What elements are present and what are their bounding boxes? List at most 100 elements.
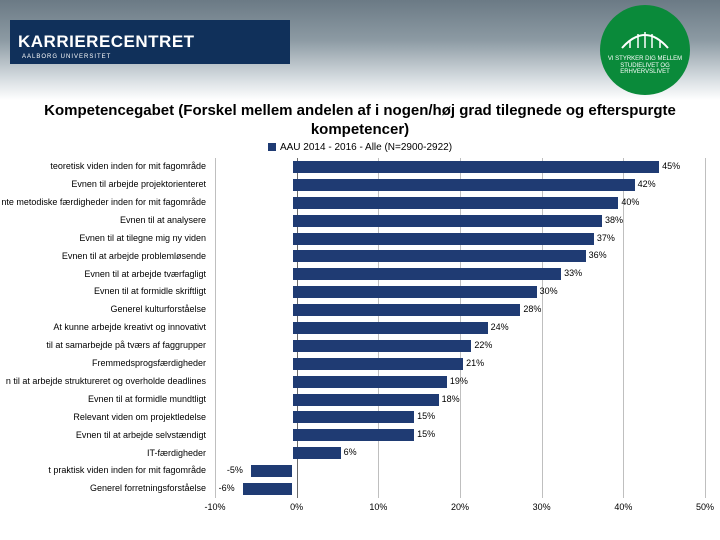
chart-row: Evnen til at arbejde tværfagligt 33% bbox=[0, 265, 720, 283]
row-label: Evnen til at arbejde tværfagligt bbox=[0, 270, 210, 279]
bar-wrap: 15% bbox=[210, 428, 720, 442]
bar-wrap: -6% bbox=[210, 482, 720, 496]
row-label: teoretisk viden inden for mit fagområde bbox=[0, 162, 210, 171]
bridge-icon bbox=[620, 28, 670, 50]
chart-row: Evnen til arbejde projektorienteret 42% bbox=[0, 176, 720, 194]
bar bbox=[293, 358, 464, 370]
legend-text: AAU 2014 - 2016 - Alle (N=2900-2922) bbox=[280, 142, 452, 153]
bar bbox=[293, 286, 537, 298]
row-label: nte metodiske færdigheder inden for mit … bbox=[0, 198, 210, 207]
bar bbox=[293, 411, 415, 423]
bar bbox=[293, 215, 602, 227]
chart-row: Evnen til at tilegne mig ny viden37% bbox=[0, 230, 720, 248]
x-tick-label: 30% bbox=[533, 502, 551, 512]
row-label: Evnen til at tilegne mig ny viden bbox=[0, 234, 210, 243]
row-label: Evnen til at arbejde selvstændigt bbox=[0, 431, 210, 440]
bar-value: 36% bbox=[589, 250, 607, 260]
chart-area: teoretisk viden inden for mit fagområde 4… bbox=[0, 158, 720, 520]
bar-wrap: 24% bbox=[210, 321, 720, 335]
bar-value: 21% bbox=[466, 358, 484, 368]
x-tick-label: -10% bbox=[204, 502, 225, 512]
chart-row: Evnen til at formidle mundtligt 18% bbox=[0, 391, 720, 409]
bar bbox=[293, 268, 562, 280]
bar bbox=[293, 197, 619, 209]
x-tick-label: 10% bbox=[369, 502, 387, 512]
row-label: Generel forretningsforståelse bbox=[0, 484, 210, 493]
bar-wrap: 37% bbox=[210, 232, 720, 246]
chart-legend: AAU 2014 - 2016 - Alle (N=2900-2922) bbox=[0, 142, 720, 153]
chart-row: til at samarbejde på tværs af faggrupper… bbox=[0, 337, 720, 355]
row-label: IT-færdigheder bbox=[0, 449, 210, 458]
bar-value: 30% bbox=[540, 286, 558, 296]
bar-wrap: 38% bbox=[210, 214, 720, 228]
bar-value: 6% bbox=[344, 447, 357, 457]
bar-value: 18% bbox=[442, 394, 460, 404]
bar-value: 15% bbox=[417, 429, 435, 439]
bar-wrap: -5% bbox=[210, 464, 720, 478]
bar-value: 22% bbox=[474, 340, 492, 350]
logo-bar: KARRIERECENTRET AALBORG UNIVERSITET bbox=[10, 20, 290, 64]
x-tick-label: 50% bbox=[696, 502, 714, 512]
row-label: Generel kulturforståelse bbox=[0, 305, 210, 314]
chart-row: Evnen til at formidle skriftligt 30% bbox=[0, 283, 720, 301]
bar bbox=[293, 304, 521, 316]
bar-value: -5% bbox=[227, 465, 243, 475]
bar-value: 15% bbox=[417, 411, 435, 421]
bar bbox=[293, 179, 635, 191]
row-label: n til at arbejde struktureret og overhol… bbox=[0, 377, 210, 386]
row-label: til at samarbejde på tværs af faggrupper bbox=[0, 341, 210, 350]
chart-row: At kunne arbejde kreativt og innovativt 2… bbox=[0, 319, 720, 337]
bar bbox=[293, 161, 660, 173]
logo-subtext: AALBORG UNIVERSITET bbox=[22, 54, 111, 60]
row-label: t praktisk viden inden for mit fagområde bbox=[0, 466, 210, 475]
bar bbox=[293, 447, 341, 459]
chart-row: Evnen til at arbejde selvstændigt 15% bbox=[0, 426, 720, 444]
row-label: Evnen til at arbejde problemløsende bbox=[0, 252, 210, 261]
chart-row: n til at arbejde struktureret og overhol… bbox=[0, 373, 720, 391]
row-label: Evnen til at formidle mundtligt bbox=[0, 395, 210, 404]
bar bbox=[243, 483, 292, 495]
row-label: Fremmedsprogsfærdigheder bbox=[0, 359, 210, 368]
bar-value: 42% bbox=[638, 179, 656, 189]
bar bbox=[293, 250, 586, 262]
bar-wrap: 18% bbox=[210, 393, 720, 407]
bar-value: 40% bbox=[621, 197, 639, 207]
bar bbox=[293, 233, 594, 245]
bar-wrap: 19% bbox=[210, 375, 720, 389]
bar bbox=[293, 322, 488, 334]
row-label: Evnen til at analysere bbox=[0, 216, 210, 225]
chart-row: teoretisk viden inden for mit fagområde 4… bbox=[0, 158, 720, 176]
x-tick-label: 20% bbox=[451, 502, 469, 512]
chart-row: Generel kulturforståelse28% bbox=[0, 301, 720, 319]
bar-value: 24% bbox=[491, 322, 509, 332]
badge-circle: VI STYRKER DIG MELLEM STUDIELIVET OG ERH… bbox=[600, 5, 690, 95]
bar-wrap: 36% bbox=[210, 249, 720, 263]
bar-value: 45% bbox=[662, 161, 680, 171]
row-label: Evnen til at formidle skriftligt bbox=[0, 287, 210, 296]
chart-row: Evnen til at analysere38% bbox=[0, 212, 720, 230]
bar-wrap: 33% bbox=[210, 267, 720, 281]
bar-wrap: 40% bbox=[210, 196, 720, 210]
legend-swatch bbox=[268, 143, 276, 151]
chart-row: t praktisk viden inden for mit fagområde… bbox=[0, 462, 720, 480]
chart-row: Evnen til at arbejde problemløsende 36% bbox=[0, 247, 720, 265]
chart-row: nte metodiske færdigheder inden for mit … bbox=[0, 194, 720, 212]
chart-row: Relevant viden om projektledelse 15% bbox=[0, 409, 720, 427]
bar-wrap: 42% bbox=[210, 178, 720, 192]
bar-wrap: 15% bbox=[210, 410, 720, 424]
chart-row: Generel forretningsforståelse -6% bbox=[0, 480, 720, 498]
badge-text: VI STYRKER DIG MELLEM STUDIELIVET OG ERH… bbox=[600, 56, 690, 76]
bar-value: 33% bbox=[564, 268, 582, 278]
x-tick-label: 40% bbox=[614, 502, 632, 512]
bar-wrap: 22% bbox=[210, 339, 720, 353]
bar-wrap: 28% bbox=[210, 303, 720, 317]
bar bbox=[251, 465, 292, 477]
bar bbox=[293, 340, 472, 352]
chart-title: Kompetencegabet (Forskel mellem andelen … bbox=[0, 102, 720, 140]
row-label: Evnen til arbejde projektorienteret bbox=[0, 180, 210, 189]
bar-wrap: 30% bbox=[210, 285, 720, 299]
row-label: At kunne arbejde kreativt og innovativt bbox=[0, 323, 210, 332]
bar-value: -6% bbox=[219, 483, 235, 493]
row-label: Relevant viden om projektledelse bbox=[0, 413, 210, 422]
bar-wrap: 21% bbox=[210, 357, 720, 371]
